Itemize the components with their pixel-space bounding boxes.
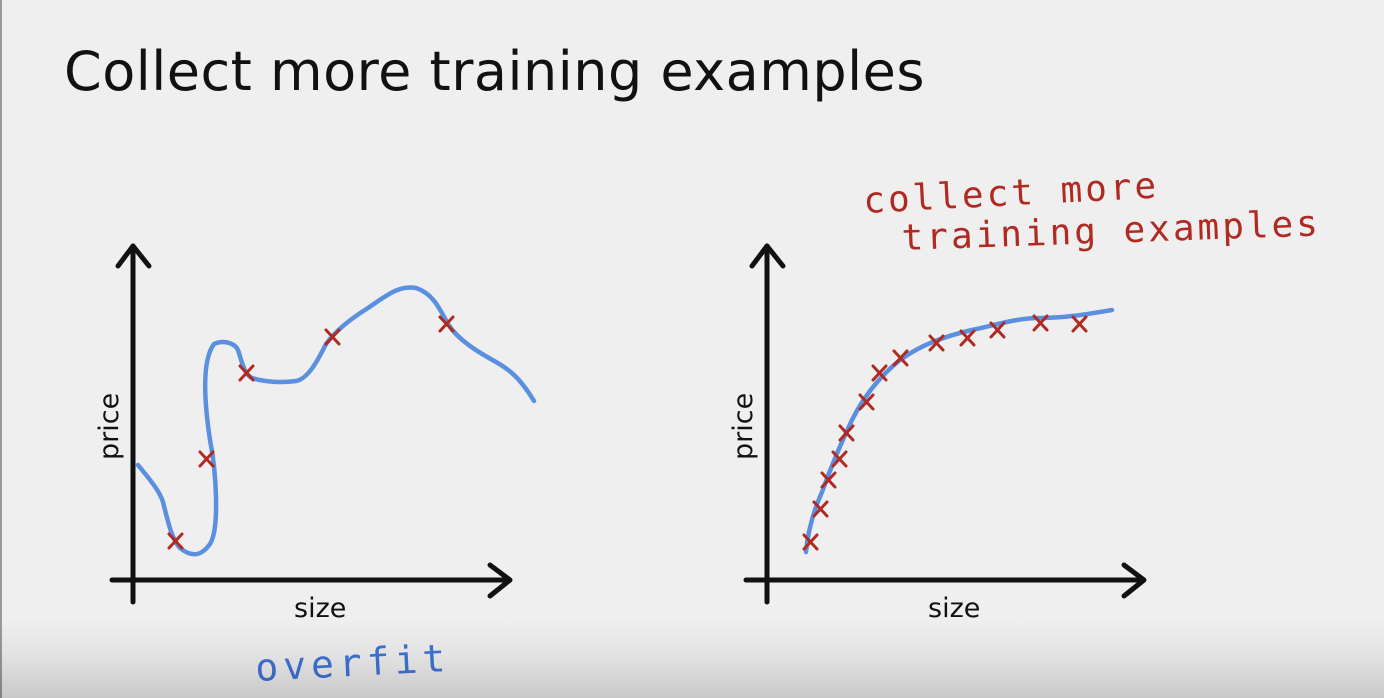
right-point-9 [928, 334, 945, 352]
right-x-axis-label: size [928, 593, 980, 624]
right-point-4 [831, 450, 848, 468]
left-point-3 [238, 364, 255, 382]
left-plot: price size overfit [94, 243, 537, 690]
left-point-4 [324, 328, 341, 346]
left-axes [109, 243, 513, 605]
right-point-6 [858, 393, 875, 411]
right-point-10 [959, 329, 976, 347]
left-y-axis-label: price [94, 393, 125, 460]
left-point-2 [198, 450, 215, 468]
slide-left-edge [0, 0, 2, 698]
right-point-12 [1032, 314, 1049, 332]
right-point-2 [812, 500, 829, 518]
left-x-axis-arrowhead [487, 562, 513, 599]
left-overfit-curve [135, 285, 537, 557]
right-fit-curve [803, 307, 1115, 555]
left-point-1 [167, 532, 184, 550]
right-training-points [802, 314, 1088, 551]
right-plot: price size collect more training example… [728, 166, 1322, 624]
right-point-7 [871, 364, 888, 382]
left-y-axis-arrowhead [115, 243, 152, 269]
left-point-5 [438, 315, 455, 333]
right-point-1 [802, 533, 819, 551]
left-x-axis-label: size [294, 593, 346, 624]
right-point-13 [1071, 315, 1088, 333]
right-point-11 [989, 321, 1006, 339]
overfit-annotation: overfit [254, 636, 451, 690]
right-point-5 [838, 424, 855, 442]
right-x-axis-arrowhead [1121, 562, 1147, 599]
right-y-axis-arrowhead [749, 243, 786, 269]
right-point-3 [820, 471, 837, 489]
right-point-8 [892, 349, 909, 367]
right-y-axis-label: price [728, 393, 759, 460]
right-axes [743, 243, 1147, 605]
left-training-points [167, 315, 455, 550]
slide-title: Collect more training examples [64, 40, 925, 103]
